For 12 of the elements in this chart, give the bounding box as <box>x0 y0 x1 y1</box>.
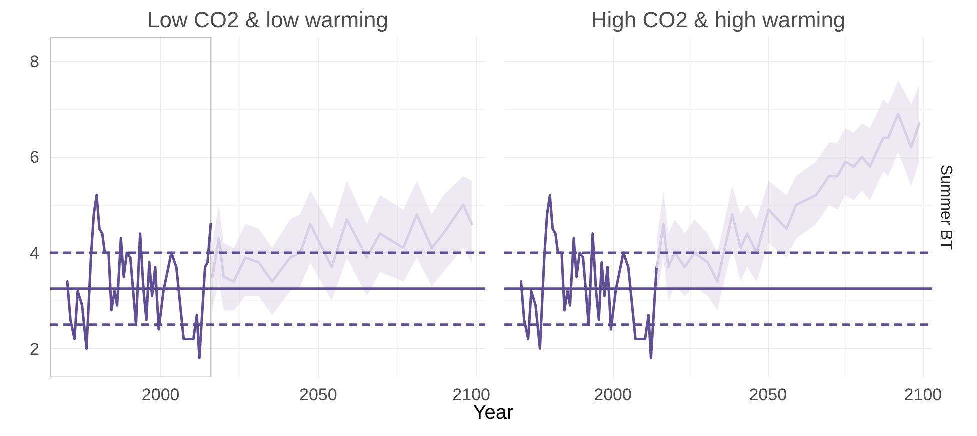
x-tick-label: 2050 <box>749 386 788 404</box>
x-tick-label: 2050 <box>300 386 338 404</box>
x-tick-label: 2000 <box>594 386 632 404</box>
y-tick-label: 6 <box>30 148 40 168</box>
chart-title: Low CO2 & low warming <box>148 8 388 32</box>
x-tick-label: 2000 <box>142 386 180 404</box>
y-tick-label: 2 <box>30 340 40 359</box>
x-tick-label: 2100 <box>904 386 942 404</box>
chart-title: High CO2 & high warming <box>591 8 846 32</box>
y-tick-label: 8 <box>30 52 40 72</box>
y-tick-label: 4 <box>30 244 40 263</box>
y2-axis-title: Summer BT <box>938 164 954 250</box>
